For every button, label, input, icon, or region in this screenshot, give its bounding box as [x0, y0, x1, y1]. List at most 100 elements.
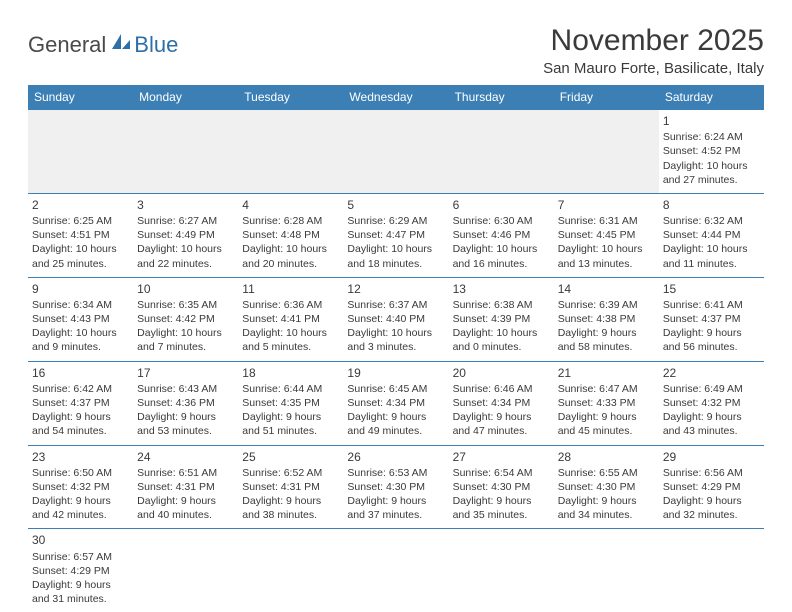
sunset-line: Sunset: 4:39 PM: [453, 312, 550, 326]
sunset-line: Sunset: 4:41 PM: [242, 312, 339, 326]
sunrise-line: Sunrise: 6:50 AM: [32, 466, 129, 480]
empty-cell: [133, 529, 238, 612]
sunset-line: Sunset: 4:30 PM: [558, 480, 655, 494]
sunset-line: Sunset: 4:34 PM: [453, 396, 550, 410]
week-row: 23Sunrise: 6:50 AMSunset: 4:32 PMDayligh…: [28, 445, 764, 529]
sunrise-line: Sunrise: 6:51 AM: [137, 466, 234, 480]
calendar-body: 1Sunrise: 6:24 AMSunset: 4:52 PMDaylight…: [28, 110, 764, 612]
sunset-line: Sunset: 4:37 PM: [32, 396, 129, 410]
sunrise-line: Sunrise: 6:29 AM: [347, 214, 444, 228]
day-header: Monday: [133, 85, 238, 110]
sunrise-line: Sunrise: 6:30 AM: [453, 214, 550, 228]
daylight-line: Daylight: 9 hours and 53 minutes.: [137, 410, 234, 438]
sunset-line: Sunset: 4:42 PM: [137, 312, 234, 326]
daylight-line: Daylight: 10 hours and 13 minutes.: [558, 242, 655, 270]
sail-icon: [110, 32, 132, 58]
day-number: 7: [558, 197, 655, 213]
day-cell: 13Sunrise: 6:38 AMSunset: 4:39 PMDayligh…: [449, 277, 554, 361]
day-cell: 17Sunrise: 6:43 AMSunset: 4:36 PMDayligh…: [133, 361, 238, 445]
day-number: 3: [137, 197, 234, 213]
day-cell: 29Sunrise: 6:56 AMSunset: 4:29 PMDayligh…: [659, 445, 764, 529]
daylight-line: Daylight: 9 hours and 51 minutes.: [242, 410, 339, 438]
sunset-line: Sunset: 4:29 PM: [663, 480, 760, 494]
day-header: Sunday: [28, 85, 133, 110]
daylight-line: Daylight: 9 hours and 45 minutes.: [558, 410, 655, 438]
day-cell: 25Sunrise: 6:52 AMSunset: 4:31 PMDayligh…: [238, 445, 343, 529]
day-number: 17: [137, 365, 234, 381]
day-number: 28: [558, 449, 655, 465]
sunrise-line: Sunrise: 6:27 AM: [137, 214, 234, 228]
day-cell: 12Sunrise: 6:37 AMSunset: 4:40 PMDayligh…: [343, 277, 448, 361]
sunrise-line: Sunrise: 6:38 AM: [453, 298, 550, 312]
daylight-line: Daylight: 9 hours and 58 minutes.: [558, 326, 655, 354]
day-cell: 15Sunrise: 6:41 AMSunset: 4:37 PMDayligh…: [659, 277, 764, 361]
day-cell: 14Sunrise: 6:39 AMSunset: 4:38 PMDayligh…: [554, 277, 659, 361]
sunrise-line: Sunrise: 6:31 AM: [558, 214, 655, 228]
day-cell: 16Sunrise: 6:42 AMSunset: 4:37 PMDayligh…: [28, 361, 133, 445]
day-number: 9: [32, 281, 129, 297]
day-cell: 5Sunrise: 6:29 AMSunset: 4:47 PMDaylight…: [343, 193, 448, 277]
day-number: 10: [137, 281, 234, 297]
logo-text-2: Blue: [134, 32, 178, 58]
week-row: 2Sunrise: 6:25 AMSunset: 4:51 PMDaylight…: [28, 193, 764, 277]
daylight-line: Daylight: 10 hours and 22 minutes.: [137, 242, 234, 270]
daylight-line: Daylight: 9 hours and 31 minutes.: [32, 578, 129, 606]
day-cell: 18Sunrise: 6:44 AMSunset: 4:35 PMDayligh…: [238, 361, 343, 445]
empty-cell: [449, 529, 554, 612]
sunset-line: Sunset: 4:29 PM: [32, 564, 129, 578]
day-cell: 30Sunrise: 6:57 AMSunset: 4:29 PMDayligh…: [28, 529, 133, 612]
week-row: 9Sunrise: 6:34 AMSunset: 4:43 PMDaylight…: [28, 277, 764, 361]
day-header: Friday: [554, 85, 659, 110]
sunrise-line: Sunrise: 6:45 AM: [347, 382, 444, 396]
sunset-line: Sunset: 4:51 PM: [32, 228, 129, 242]
sunrise-line: Sunrise: 6:39 AM: [558, 298, 655, 312]
daylight-line: Daylight: 10 hours and 0 minutes.: [453, 326, 550, 354]
week-row: 16Sunrise: 6:42 AMSunset: 4:37 PMDayligh…: [28, 361, 764, 445]
empty-cell: [238, 529, 343, 612]
daylight-line: Daylight: 10 hours and 16 minutes.: [453, 242, 550, 270]
empty-cell: [659, 529, 764, 612]
empty-cell: [238, 110, 343, 194]
day-cell: 4Sunrise: 6:28 AMSunset: 4:48 PMDaylight…: [238, 193, 343, 277]
empty-cell: [133, 110, 238, 194]
day-number: 23: [32, 449, 129, 465]
daylight-line: Daylight: 9 hours and 56 minutes.: [663, 326, 760, 354]
sunset-line: Sunset: 4:45 PM: [558, 228, 655, 242]
sunrise-line: Sunrise: 6:57 AM: [32, 550, 129, 564]
sunset-line: Sunset: 4:47 PM: [347, 228, 444, 242]
daylight-line: Daylight: 10 hours and 25 minutes.: [32, 242, 129, 270]
day-cell: 3Sunrise: 6:27 AMSunset: 4:49 PMDaylight…: [133, 193, 238, 277]
day-cell: 19Sunrise: 6:45 AMSunset: 4:34 PMDayligh…: [343, 361, 448, 445]
sunset-line: Sunset: 4:37 PM: [663, 312, 760, 326]
day-number: 11: [242, 281, 339, 297]
sunset-line: Sunset: 4:49 PM: [137, 228, 234, 242]
daylight-line: Daylight: 9 hours and 37 minutes.: [347, 494, 444, 522]
empty-cell: [554, 529, 659, 612]
sunset-line: Sunset: 4:33 PM: [558, 396, 655, 410]
daylight-line: Daylight: 9 hours and 47 minutes.: [453, 410, 550, 438]
daylight-line: Daylight: 10 hours and 9 minutes.: [32, 326, 129, 354]
sunrise-line: Sunrise: 6:56 AM: [663, 466, 760, 480]
sunset-line: Sunset: 4:30 PM: [453, 480, 550, 494]
day-number: 22: [663, 365, 760, 381]
day-header-row: SundayMondayTuesdayWednesdayThursdayFrid…: [28, 85, 764, 110]
day-cell: 22Sunrise: 6:49 AMSunset: 4:32 PMDayligh…: [659, 361, 764, 445]
location: San Mauro Forte, Basilicate, Italy: [543, 60, 764, 77]
day-number: 26: [347, 449, 444, 465]
day-cell: 10Sunrise: 6:35 AMSunset: 4:42 PMDayligh…: [133, 277, 238, 361]
daylight-line: Daylight: 9 hours and 42 minutes.: [32, 494, 129, 522]
sunrise-line: Sunrise: 6:44 AM: [242, 382, 339, 396]
sunrise-line: Sunrise: 6:36 AM: [242, 298, 339, 312]
sunset-line: Sunset: 4:43 PM: [32, 312, 129, 326]
empty-cell: [343, 110, 448, 194]
daylight-line: Daylight: 10 hours and 5 minutes.: [242, 326, 339, 354]
week-row: 1Sunrise: 6:24 AMSunset: 4:52 PMDaylight…: [28, 110, 764, 194]
empty-cell: [28, 110, 133, 194]
day-number: 24: [137, 449, 234, 465]
empty-cell: [554, 110, 659, 194]
sunrise-line: Sunrise: 6:42 AM: [32, 382, 129, 396]
sunrise-line: Sunrise: 6:52 AM: [242, 466, 339, 480]
day-cell: 24Sunrise: 6:51 AMSunset: 4:31 PMDayligh…: [133, 445, 238, 529]
sunrise-line: Sunrise: 6:37 AM: [347, 298, 444, 312]
day-cell: 26Sunrise: 6:53 AMSunset: 4:30 PMDayligh…: [343, 445, 448, 529]
